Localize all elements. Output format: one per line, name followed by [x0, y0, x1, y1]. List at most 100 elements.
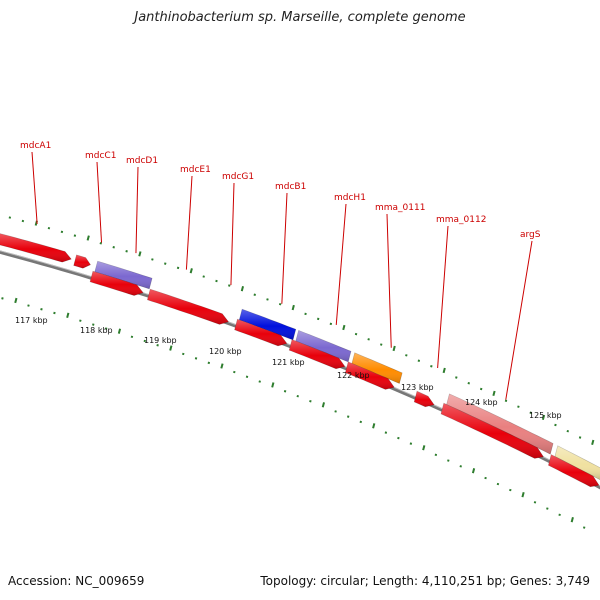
- gene-feature-shading: [295, 330, 351, 362]
- minor-tick: [417, 359, 421, 362]
- minor-tick: [228, 284, 231, 287]
- minor-tick: [309, 399, 312, 403]
- gene-feature-shading: [147, 289, 229, 325]
- gene-feature-shading: [548, 454, 599, 487]
- minor-tick: [130, 335, 134, 339]
- minor-tick: [79, 319, 82, 322]
- minor-tick: [546, 507, 549, 510]
- minor-tick: [245, 375, 249, 379]
- scale-label: 121 kbp: [272, 358, 305, 367]
- minor-tick: [125, 250, 128, 253]
- scale-label: 118 kbp: [80, 326, 113, 335]
- major-tick: [86, 235, 90, 241]
- genome-backbone-highlight: [0, 250, 600, 487]
- major-tick: [189, 268, 193, 274]
- gene-feature-shading: [554, 445, 600, 480]
- minor-tick: [459, 465, 462, 468]
- minor-tick: [384, 431, 388, 434]
- minor-tick: [99, 242, 103, 245]
- minor-tick: [405, 354, 408, 357]
- gene-label: mdcE1: [180, 165, 211, 175]
- minor-tick: [397, 436, 400, 440]
- major-tick: [271, 382, 275, 388]
- minor-tick: [92, 323, 95, 326]
- gene-feature-shading: [234, 319, 287, 346]
- major-tick: [492, 390, 496, 397]
- gene-feature-shading: [441, 403, 544, 459]
- major-tick: [220, 363, 224, 369]
- minor-tick: [582, 526, 586, 529]
- major-tick: [169, 345, 173, 351]
- minor-tick: [367, 338, 370, 341]
- minor-tick: [156, 344, 159, 347]
- scale-label: 117 kbp: [15, 316, 48, 325]
- minor-tick: [53, 311, 56, 315]
- minor-tick: [296, 394, 299, 398]
- minor-tick: [334, 410, 337, 413]
- gene-feature-shading: [414, 391, 435, 407]
- minor-tick: [430, 365, 433, 368]
- gene-leader-line: [437, 225, 449, 369]
- gene-leader-line: [96, 161, 103, 243]
- gene-label: mdcB1: [275, 182, 306, 192]
- minor-tick: [504, 399, 508, 402]
- minor-tick: [278, 302, 282, 306]
- minor-tick: [258, 380, 261, 383]
- outer-tick-row: [8, 216, 595, 446]
- minor-tick: [354, 332, 358, 336]
- minor-tick: [164, 262, 167, 265]
- major-tick: [442, 367, 446, 374]
- major-tick: [422, 445, 426, 451]
- minor-tick: [554, 423, 557, 427]
- major-tick: [240, 285, 245, 292]
- minor-tick: [484, 476, 487, 480]
- major-tick: [291, 304, 295, 311]
- genome-backbone: [0, 250, 600, 490]
- gene-leader-line: [335, 203, 347, 326]
- gene-feature-shading: [351, 352, 403, 384]
- minor-tick: [194, 357, 198, 360]
- minor-tick: [27, 304, 30, 307]
- minor-tick: [529, 411, 532, 414]
- major-tick: [541, 414, 546, 421]
- gene-feature-shading: [73, 254, 91, 269]
- major-tick: [342, 324, 346, 331]
- minor-tick: [509, 488, 512, 492]
- major-tick: [117, 328, 122, 334]
- minor-tick: [182, 352, 185, 356]
- major-tick: [392, 345, 396, 352]
- minor-tick: [447, 459, 450, 462]
- minor-tick: [455, 376, 458, 379]
- gene-label: mdcC1: [85, 151, 116, 161]
- minor-tick: [304, 312, 307, 316]
- gene-leader-line: [505, 240, 533, 400]
- gene-leader-line: [230, 182, 235, 286]
- gene-feature-shading: [94, 261, 153, 289]
- minor-tick: [346, 415, 350, 418]
- minor-tick: [1, 297, 4, 300]
- minor-tick: [176, 266, 180, 270]
- gene-feature-shading: [239, 309, 296, 340]
- gene-label: mma_0111: [375, 203, 425, 213]
- minor-tick: [21, 219, 25, 223]
- gene-feature-shading: [446, 393, 554, 455]
- minor-tick: [143, 339, 147, 343]
- gene-feature-shading: [345, 361, 395, 390]
- gene-leader-line: [31, 151, 38, 224]
- minor-tick: [60, 230, 64, 234]
- minor-tick: [467, 381, 470, 385]
- gene-leader-line: [135, 166, 139, 254]
- inner-tick-row: [1, 297, 586, 529]
- gene-label: argS: [520, 230, 541, 240]
- major-tick: [372, 423, 376, 429]
- minor-tick: [202, 275, 205, 278]
- gene-label: mdcG1: [222, 172, 254, 182]
- minor-tick: [558, 513, 561, 517]
- minor-tick: [517, 405, 520, 408]
- minor-tick: [359, 420, 362, 424]
- minor-tick: [233, 370, 236, 374]
- minor-tick: [47, 226, 51, 230]
- minor-tick: [533, 501, 537, 504]
- minor-tick: [112, 246, 115, 249]
